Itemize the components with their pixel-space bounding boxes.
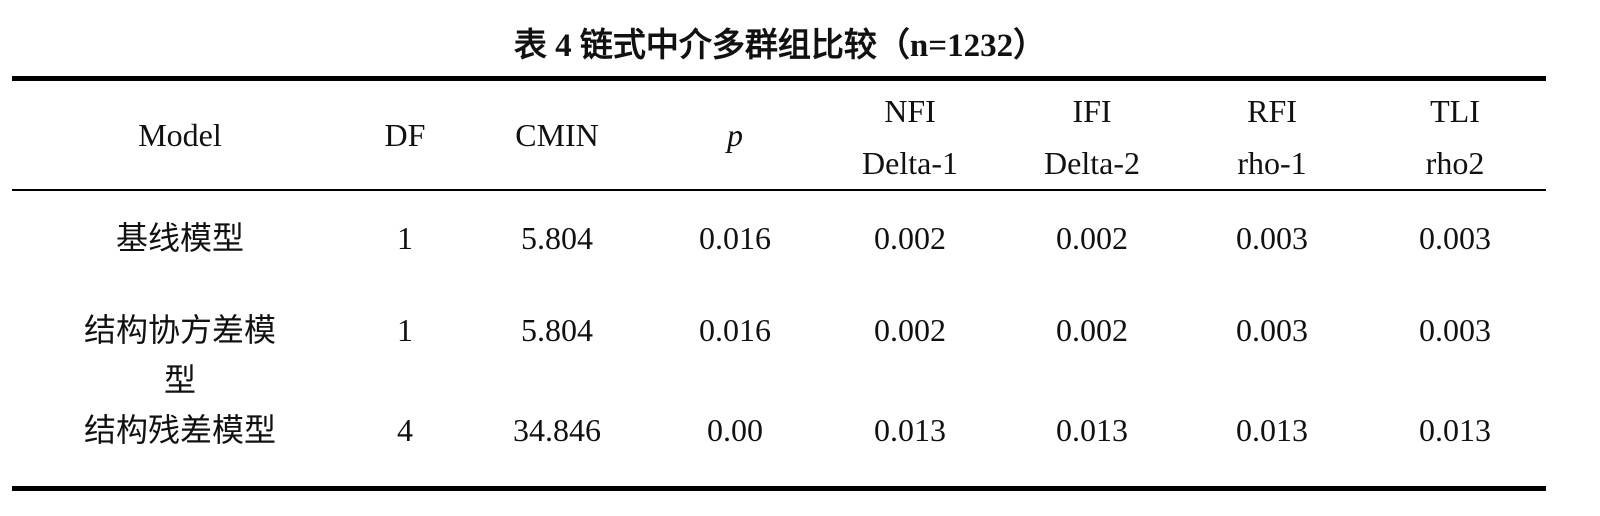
table-title: 表 4 链式中介多群组比较（n=1232） — [513, 28, 1047, 64]
table-cell: 34.846 — [513, 412, 601, 448]
table-cell: 0.013 — [1236, 412, 1308, 448]
table-cell: 4 — [397, 412, 413, 448]
header-cell: rho2 — [1425, 145, 1485, 181]
header-cell: RFI — [1247, 93, 1297, 129]
table-cell: 0.016 — [699, 312, 771, 348]
table-cell: 0.003 — [1419, 220, 1491, 256]
table-cell: 0.003 — [1236, 220, 1308, 256]
header-cell: DF — [384, 117, 426, 153]
header-cell: Delta-2 — [1044, 145, 1140, 181]
header-cell: rho-1 — [1237, 145, 1307, 181]
header-cell: NFI — [884, 93, 936, 129]
header-cell: Model — [138, 117, 222, 153]
table-cell: 0.013 — [874, 412, 946, 448]
table-cell: 0.003 — [1419, 312, 1491, 348]
header-rule — [12, 189, 1546, 191]
table-cell: 0.003 — [1236, 312, 1308, 348]
header-cell: p — [727, 117, 743, 153]
bottom-rule — [12, 486, 1546, 491]
table-cell: 0.00 — [707, 412, 763, 448]
table-cell: 5.804 — [521, 220, 593, 256]
table-cell: 1 — [397, 312, 413, 348]
row-label: 结构协方差模型 — [83, 312, 276, 398]
table-cell: 0.002 — [1056, 312, 1128, 348]
table-cell: 0.002 — [874, 312, 946, 348]
table-cell: 0.016 — [699, 220, 771, 256]
table-cell: 0.002 — [1056, 220, 1128, 256]
table-cell: 0.013 — [1056, 412, 1128, 448]
header-cell: CMIN — [515, 117, 599, 153]
top-rule — [12, 76, 1546, 81]
row-label: 结构残差模型 — [83, 412, 276, 448]
row-label: 基线模型 — [115, 220, 244, 256]
table-cell: 5.804 — [521, 312, 593, 348]
table-cell: 0.002 — [874, 220, 946, 256]
header-cell: Delta-1 — [862, 145, 958, 181]
table-cell: 0.013 — [1419, 412, 1491, 448]
header-cell: TLI — [1430, 93, 1480, 129]
table-cell: 1 — [397, 220, 413, 256]
header-cell: IFI — [1072, 93, 1112, 129]
